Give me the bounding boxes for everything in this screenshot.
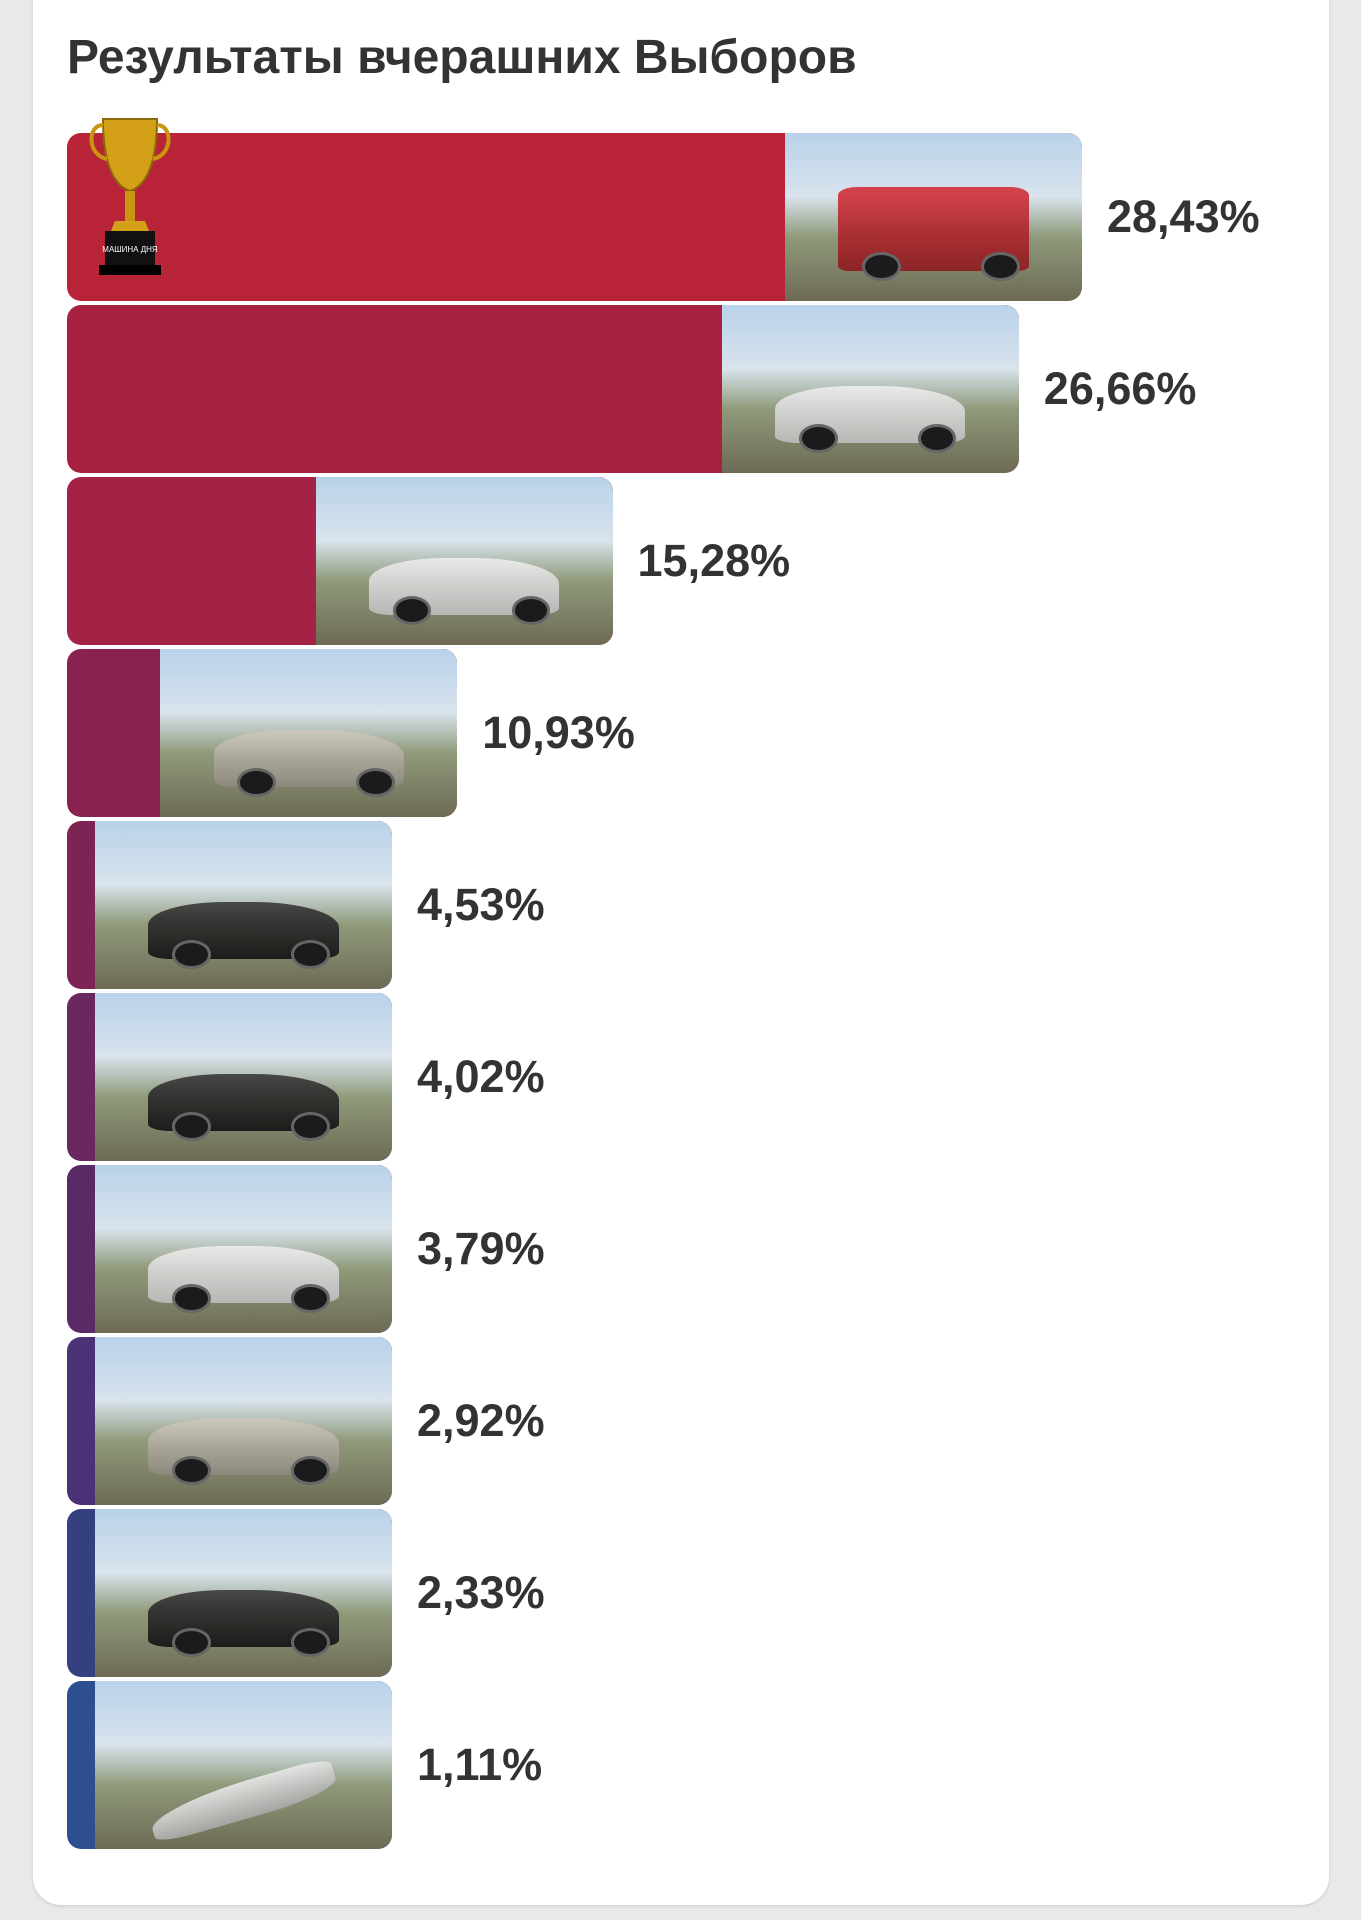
bar-row: 1,11% (67, 1681, 542, 1849)
wheel-icon (917, 424, 957, 453)
bar-row: МАШИНА ДНЯ 28,43% (67, 118, 1260, 301)
data-label: 10,93% (482, 707, 635, 758)
wheel-icon (172, 1284, 211, 1313)
jet-icon (147, 1756, 340, 1845)
vehicle-photo (315, 477, 613, 645)
bar (67, 649, 458, 817)
wheel-icon (172, 940, 211, 969)
data-label: 3,79% (417, 1223, 545, 1274)
wheel-icon (291, 940, 330, 969)
vehicle-photo (785, 133, 1082, 301)
bar-row: 4,53% (67, 821, 545, 989)
vehicle-photo (160, 649, 458, 817)
data-label: 15,28% (637, 535, 791, 586)
vehicle-photo (95, 993, 392, 1161)
bar-row: 2,33% (67, 1509, 545, 1677)
wheel-icon (862, 252, 901, 281)
bar (67, 1681, 392, 1849)
data-label: 28,43% (1107, 191, 1260, 242)
wheel-icon (392, 596, 432, 625)
bar (67, 477, 613, 645)
vehicle-photo (95, 1509, 392, 1677)
chart-title: Результаты вчерашних Выборов (67, 31, 857, 84)
bar-row: 15,28% (67, 477, 790, 645)
wheel-icon (511, 596, 551, 625)
bar-row: 4,02% (67, 993, 545, 1161)
bar (67, 821, 392, 989)
bar-row: 3,79% (67, 1165, 545, 1333)
wheel-icon (172, 1628, 211, 1657)
data-label: 4,02% (417, 1051, 545, 1102)
wheel-icon (172, 1456, 211, 1485)
bar (67, 1337, 392, 1505)
bar (67, 1509, 392, 1677)
bar (67, 133, 1082, 301)
data-label: 2,92% (417, 1395, 545, 1446)
vehicle-photo (95, 1337, 392, 1505)
bar-row: 10,93% (67, 649, 635, 817)
bar (67, 993, 392, 1161)
wheel-icon (291, 1284, 330, 1313)
vehicle-photo (721, 305, 1019, 473)
wheel-icon (291, 1456, 330, 1485)
wheel-icon (356, 768, 395, 797)
bar (67, 305, 1019, 473)
wheel-icon (799, 424, 838, 453)
data-label: 4,53% (417, 879, 545, 930)
data-label: 1,11% (417, 1739, 543, 1790)
vehicle-photo (95, 1165, 392, 1333)
wheel-icon (237, 768, 277, 797)
wheel-icon (981, 252, 1020, 281)
wheel-icon (172, 1112, 211, 1141)
wheel-icon (291, 1628, 330, 1657)
vehicle-photo (95, 821, 392, 989)
bar (67, 1165, 392, 1333)
bar-row: 26,66% (67, 305, 1196, 473)
vehicle-photo (95, 1681, 392, 1849)
data-label: 26,66% (1043, 363, 1197, 414)
trophy-badge-label: МАШИНА ДНЯ (102, 245, 158, 254)
wheel-icon (291, 1112, 330, 1141)
trophy-icon: МАШИНА ДНЯ (89, 118, 171, 275)
bar-row: 2,92% (67, 1337, 545, 1505)
data-label: 2,33% (417, 1567, 545, 1618)
